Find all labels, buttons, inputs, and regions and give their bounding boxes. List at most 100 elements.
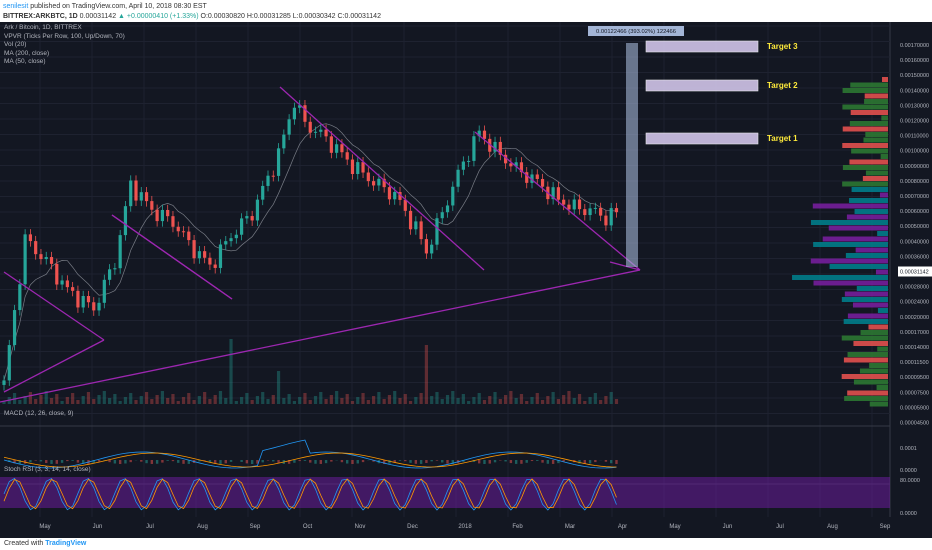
volume-bar — [34, 399, 38, 404]
candle-body — [335, 144, 339, 153]
vpvr-bar — [877, 231, 888, 236]
vpvr-bar — [876, 385, 888, 390]
candle-body — [245, 216, 249, 219]
vpvr-bar — [810, 220, 888, 225]
macd-histogram — [18, 460, 22, 464]
vpvr-bar — [860, 330, 888, 335]
candle-body — [556, 187, 560, 200]
candle-body — [472, 136, 476, 161]
macd-histogram — [610, 460, 613, 464]
volume-bar — [435, 392, 439, 404]
publish-info: published on TradingView.com, April 10, … — [30, 3, 207, 10]
candle-body — [160, 209, 164, 222]
macd-histogram — [187, 460, 190, 464]
volume-bar — [187, 393, 191, 404]
macd-histogram — [272, 460, 275, 462]
candle-body — [509, 163, 513, 167]
vpvr-bar — [869, 363, 888, 368]
volume-bar — [556, 399, 560, 404]
candle-body — [224, 241, 228, 245]
stoch-d-line — [3, 478, 617, 510]
candle-body — [377, 178, 381, 186]
candle-body — [445, 205, 450, 213]
trend-line — [609, 261, 641, 271]
vpvr-bar — [862, 176, 888, 181]
vpvr-bar — [845, 253, 888, 258]
macd-histogram — [356, 460, 359, 464]
candle-body — [372, 181, 376, 186]
candle-body — [261, 185, 265, 200]
candle-body — [482, 130, 487, 139]
volume-bar — [414, 397, 418, 404]
macd-histogram — [303, 460, 307, 461]
macd-histogram — [277, 460, 280, 464]
volume-bar — [467, 401, 471, 404]
candle-body — [282, 134, 286, 149]
candle-body — [308, 121, 312, 133]
macd-histogram — [314, 460, 317, 464]
candle-body — [525, 172, 529, 183]
vpvr-bar — [877, 346, 888, 352]
tradingview-logo[interactable]: TradingView — [45, 540, 87, 547]
macd-histogram — [530, 460, 534, 462]
candle-body — [118, 235, 122, 269]
macd-histogram — [483, 460, 486, 464]
macd-histogram — [578, 460, 581, 464]
time-tick-label: Sep — [880, 524, 891, 530]
macd-tick-label: 0.0000 — [900, 468, 917, 474]
macd-histogram — [462, 460, 465, 462]
price-tick-label: 0.00060000 — [900, 209, 929, 215]
macd-histogram — [451, 460, 454, 464]
macd-histogram — [520, 460, 523, 464]
candle-body — [324, 129, 328, 137]
vpvr-bar — [844, 291, 888, 297]
volume-bar — [108, 398, 112, 404]
vpvr-bar — [841, 374, 888, 379]
macd-histogram — [150, 460, 154, 464]
volume-bar — [430, 396, 434, 404]
candle-body — [540, 178, 545, 187]
vpvr-bar — [842, 165, 888, 170]
price-tick-label: 0.00140000 — [900, 88, 929, 94]
macd-histogram — [118, 460, 122, 464]
time-tick-label: Jul — [776, 524, 784, 530]
symbol-label: BITTREX:ARKBTC, 1D — [3, 13, 78, 20]
volume-bar — [324, 399, 328, 404]
price-tick-label: 0.00100000 — [900, 149, 929, 155]
vpvr-bar — [865, 170, 888, 176]
vpvr-bar — [865, 132, 888, 137]
macd-histogram — [430, 460, 433, 462]
target-label: Target 2 — [767, 81, 798, 90]
macd-histogram — [171, 460, 175, 462]
volume-bar — [456, 398, 460, 404]
volume-bar — [76, 400, 80, 404]
candle-body — [577, 199, 582, 210]
volume-bar — [393, 391, 397, 404]
volume-bar — [366, 400, 370, 404]
vpvr-bar — [863, 137, 888, 143]
vpvr-bar — [875, 269, 888, 275]
price-tick-label: 0.00120000 — [900, 119, 929, 125]
candle-body — [139, 192, 143, 201]
candle-body — [208, 257, 212, 265]
candle-body — [319, 129, 323, 132]
volume-bar — [181, 397, 186, 404]
volume-bar — [345, 394, 349, 404]
macd-histogram — [393, 460, 396, 463]
trend-line — [0, 269, 641, 403]
vpvr-bar — [829, 264, 888, 269]
macd-histogram — [97, 460, 101, 462]
candle-body — [166, 209, 170, 217]
macd-histogram — [155, 460, 159, 464]
price-tick-label: 0.00090000 — [900, 164, 929, 170]
macd-histogram — [514, 460, 518, 464]
trend-line — [111, 214, 233, 300]
macd-histogram — [324, 460, 328, 464]
macd-histogram — [203, 460, 206, 461]
author-link[interactable]: senilesit — [3, 3, 29, 10]
price-chart[interactable]: 0.00170000 0.00160000 0.00150000 0.00140000… — [0, 22, 932, 538]
macd-histogram — [441, 460, 444, 463]
macd-histogram — [404, 460, 407, 462]
candle-body — [329, 136, 333, 153]
volume-bar — [530, 397, 534, 404]
